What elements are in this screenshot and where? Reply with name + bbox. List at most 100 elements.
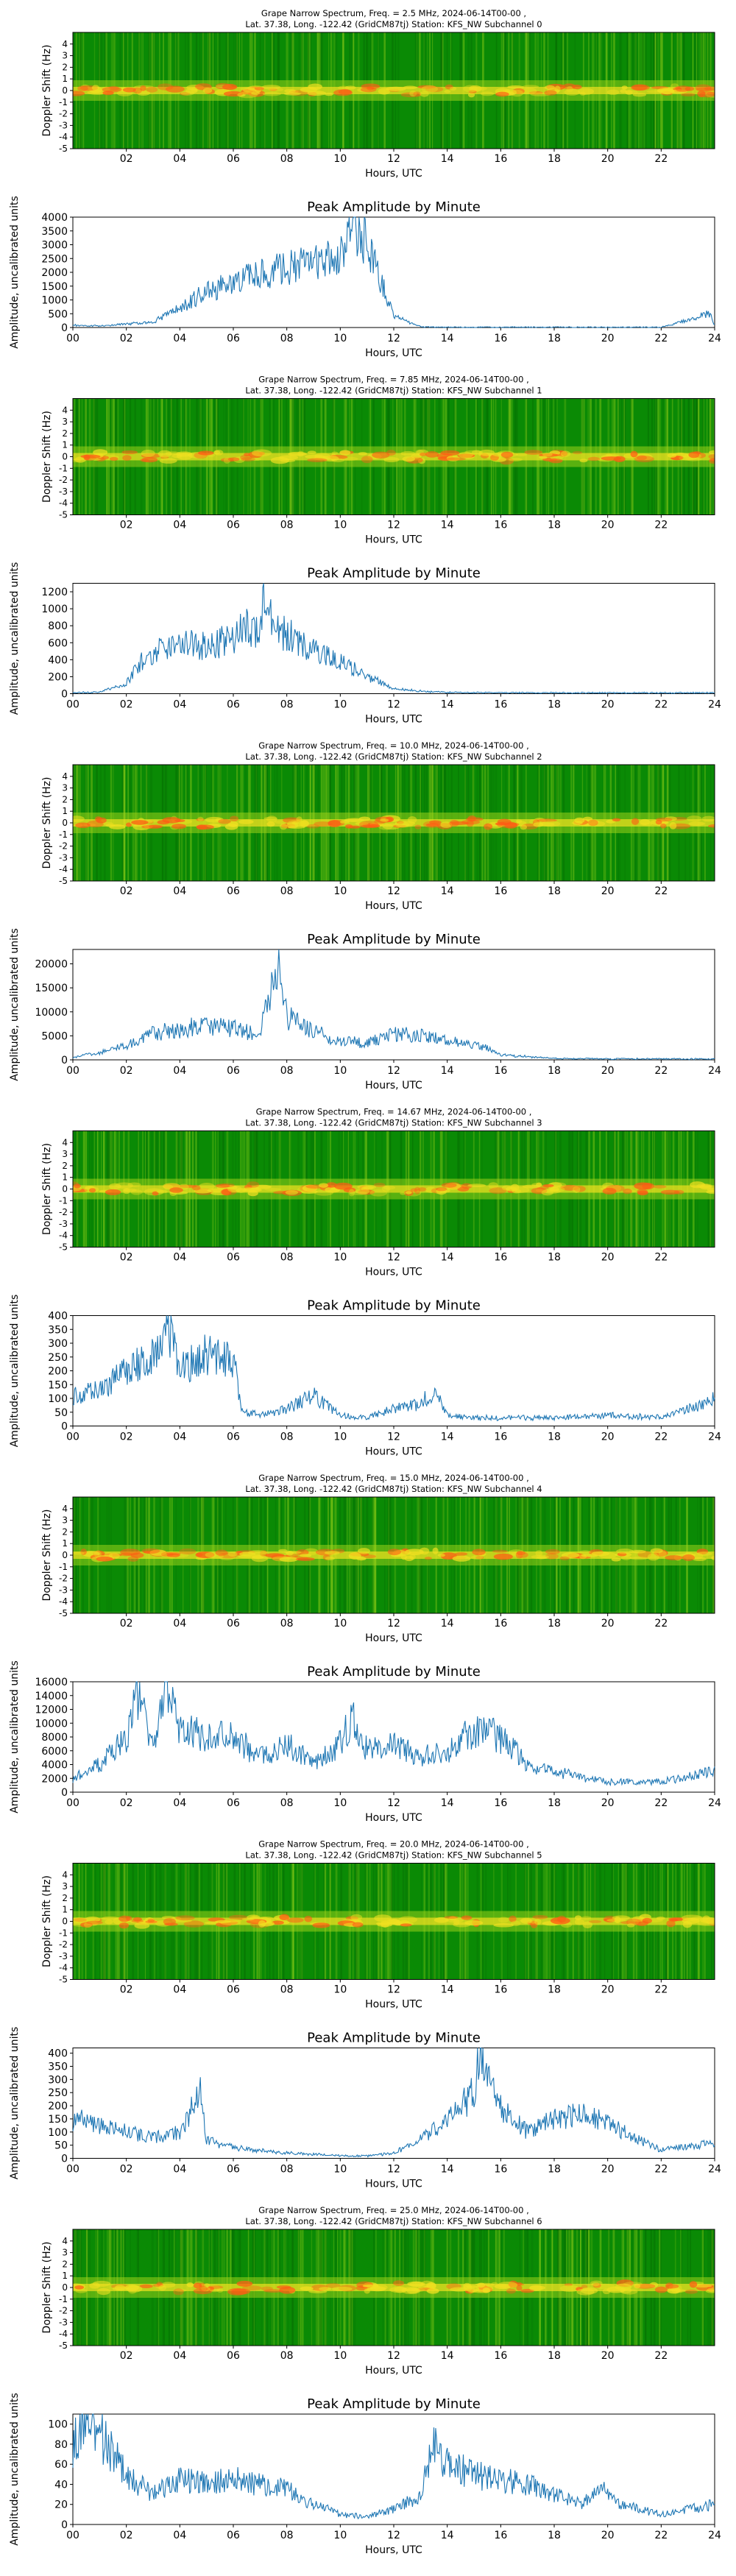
xtick-label: 24	[708, 699, 721, 711]
amplitude-series-line	[72, 2413, 715, 2520]
ytick-label: -3	[59, 120, 68, 130]
ytick-label: -5	[59, 510, 68, 520]
plot-area	[72, 2048, 715, 2159]
ytick-label: -3	[59, 852, 68, 863]
ytick-label: 150	[48, 1379, 68, 1391]
xtick-label: 08	[280, 1984, 294, 1996]
xtick-label: 10	[333, 2164, 347, 2176]
spectrogram-image	[73, 2229, 715, 2346]
chart-title: Peak Amplitude by Minute	[307, 932, 481, 947]
xtick-label: 04	[173, 1797, 186, 1809]
yaxis-label: Doppler Shift (Hz)	[41, 411, 53, 503]
ytick-label: 0	[61, 1421, 68, 1433]
spectrogram-subtitle: Lat. 37.38, Long. -122.42 (GridCM87tj) S…	[245, 386, 542, 396]
ytick-label: 0	[62, 1550, 68, 1560]
ytick-label: 250	[48, 1352, 68, 1364]
xtick-label: 14	[441, 1432, 454, 1443]
xtick-label: 14	[441, 2530, 454, 2541]
ytick-label: 4000	[41, 212, 68, 224]
xtick-label: 24	[708, 1065, 721, 1077]
amplitude-series-line	[72, 1681, 715, 1787]
ytick-label: -4	[59, 864, 68, 874]
xtick-label: 12	[387, 1618, 400, 1630]
ytick-label: 0	[61, 2154, 68, 2165]
spectrogram-0: Grape Narrow Spectrum, Freq. = 2.5 MHz, …	[41, 8, 715, 180]
xtick-label: 20	[601, 520, 615, 531]
yaxis-label: Doppler Shift (Hz)	[41, 1875, 53, 1967]
amplitude-chart-4: Peak Amplitude by Minute0200040006000800…	[9, 1660, 721, 1824]
ytick-label: 600	[48, 637, 68, 649]
xtick-label: 10	[333, 2530, 347, 2541]
ytick-label: 1	[62, 1538, 68, 1549]
ytick-label: -5	[59, 876, 68, 886]
xtick-label: 08	[280, 2350, 294, 2362]
ytick-label: 3	[62, 417, 68, 427]
xtick-label: 20	[601, 2530, 615, 2541]
xtick-label: 16	[494, 1252, 507, 1264]
yaxis-label: Amplitude, uncalibrated units	[9, 928, 21, 1081]
xtick-label: 22	[654, 1984, 668, 1996]
ytick-label: -2	[59, 1574, 68, 1584]
xtick-label: 16	[494, 2164, 507, 2176]
xtick-label: 10	[333, 1252, 347, 1264]
xtick-label: 12	[387, 699, 400, 711]
xtick-label: 20	[601, 1797, 615, 1809]
ytick-label: -5	[59, 1975, 68, 1985]
xtick-label: 22	[654, 1065, 668, 1077]
xtick-label: 08	[280, 1252, 294, 1264]
ytick-label: 3	[62, 783, 68, 793]
ytick-label: 250	[48, 2087, 68, 2099]
xtick-label: 18	[548, 885, 561, 897]
xtick-label: 14	[441, 885, 454, 897]
ytick-label: -4	[59, 132, 68, 142]
ytick-label: 40	[54, 2479, 68, 2491]
xtick-label: 12	[387, 1065, 400, 1077]
xtick-label: 12	[387, 2350, 400, 2362]
xtick-label: 14	[441, 153, 454, 165]
xtick-label: 20	[601, 699, 615, 711]
yaxis-label: Amplitude, uncalibrated units	[9, 2027, 21, 2180]
xtick-label: 10	[333, 1065, 347, 1077]
spectrogram-subtitle: Lat. 37.38, Long. -122.42 (GridCM87tj) S…	[245, 1484, 542, 1494]
ytick-label: 4	[62, 771, 68, 782]
ytick-label: 2	[62, 794, 68, 804]
xtick-label: 14	[441, 333, 454, 344]
xtick-label: 00	[66, 1432, 79, 1443]
ytick-label: -3	[59, 1951, 68, 1961]
ytick-label: 0	[62, 452, 68, 462]
xtick-label: 12	[387, 1252, 400, 1264]
xtick-label: 16	[494, 153, 507, 165]
xtick-label: 06	[227, 1252, 240, 1264]
spectrogram-4: Grape Narrow Spectrum, Freq. = 15.0 MHz,…	[41, 1473, 715, 1644]
xtick-label: 02	[120, 1252, 133, 1264]
xtick-label: 10	[333, 1618, 347, 1630]
xtick-label: 02	[120, 1797, 133, 1809]
plot-area	[72, 216, 715, 328]
ytick-label: 400	[48, 1311, 68, 1323]
xtick-label: 14	[441, 520, 454, 531]
xtick-label: 08	[280, 333, 294, 344]
xtick-label: 00	[66, 699, 79, 711]
ytick-label: 300	[48, 2074, 68, 2086]
xtick-label: 06	[227, 1065, 240, 1077]
xtick-label: 04	[173, 333, 186, 344]
ytick-label: 2	[62, 1161, 68, 1171]
xtick-label: 12	[387, 520, 400, 531]
spectrogram-title: Grape Narrow Spectrum, Freq. = 15.0 MHz,…	[258, 1473, 529, 1483]
ytick-label: 1500	[41, 281, 68, 293]
xtick-label: 14	[441, 1797, 454, 1809]
amplitude-chart-5: Peak Amplitude by Minute0501001502002503…	[9, 2027, 721, 2190]
xtick-label: 00	[66, 1797, 79, 1809]
ytick-label: 300	[48, 1338, 68, 1350]
xtick-label: 16	[494, 885, 507, 897]
spectrogram-subtitle: Lat. 37.38, Long. -122.42 (GridCM87tj) S…	[245, 1850, 542, 1861]
xtick-label: 02	[120, 1065, 133, 1077]
amplitude-chart-0: Peak Amplitude by Minute0500100015002000…	[9, 196, 721, 359]
ytick-label: -2	[59, 1939, 68, 1950]
ytick-label: 2	[62, 2259, 68, 2269]
ytick-label: -2	[59, 841, 68, 852]
spectrogram-1: Grape Narrow Spectrum, Freq. = 7.85 MHz,…	[41, 375, 715, 546]
ytick-label: 400	[48, 654, 68, 666]
